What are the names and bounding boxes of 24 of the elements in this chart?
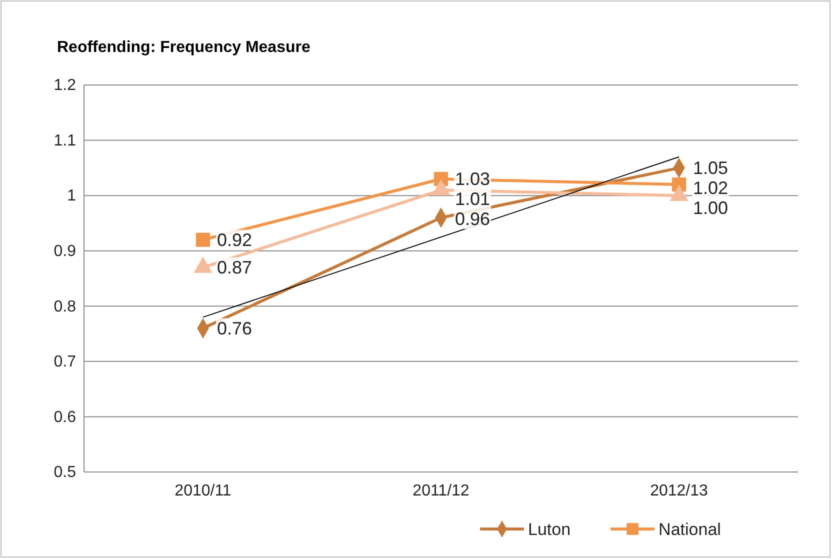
point (196, 232, 210, 247)
data-label: 0.76 (217, 318, 252, 338)
data-label: 0.87 (217, 257, 252, 278)
y-tick-label: 0.5 (54, 464, 76, 482)
data-label: 1.03 (455, 168, 490, 189)
legend-label: National (658, 520, 721, 539)
x-tick-label: 2011/12 (412, 482, 470, 500)
y-tick-label: 1.1 (54, 132, 76, 150)
data-label: 1.00 (693, 198, 728, 218)
data-label: 1.05 (693, 158, 728, 178)
data-label: 0.96 (455, 208, 490, 229)
y-tick-label: 0.6 (54, 408, 76, 426)
y-tick-label: 0.7 (54, 354, 76, 371)
legend-label: Luton (528, 520, 571, 539)
x-tick-label: 2012/13 (650, 482, 708, 500)
data-label: 0.92 (217, 230, 252, 250)
chart-title: Reoffending: Frequency Measure (57, 39, 310, 56)
data-label: 1.02 (693, 178, 728, 198)
y-tick-label: 1.2 (54, 77, 76, 94)
y-tick-label: 0.8 (54, 298, 76, 316)
y-tick-label: 1 (67, 188, 76, 205)
y-tick-label: 0.9 (54, 242, 76, 260)
data-label: 1.01 (455, 188, 490, 209)
x-tick-label: 2010/11 (174, 482, 232, 500)
